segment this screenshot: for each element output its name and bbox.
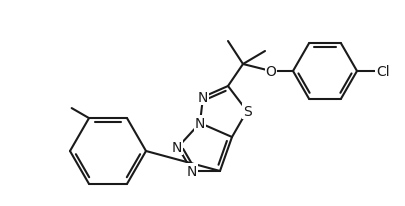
Text: N: N [187, 164, 197, 178]
Text: N: N [195, 116, 205, 130]
Text: S: S [243, 104, 252, 118]
Text: Cl: Cl [376, 65, 390, 79]
Text: N: N [172, 140, 182, 154]
Text: O: O [266, 65, 277, 79]
Text: N: N [198, 91, 208, 104]
